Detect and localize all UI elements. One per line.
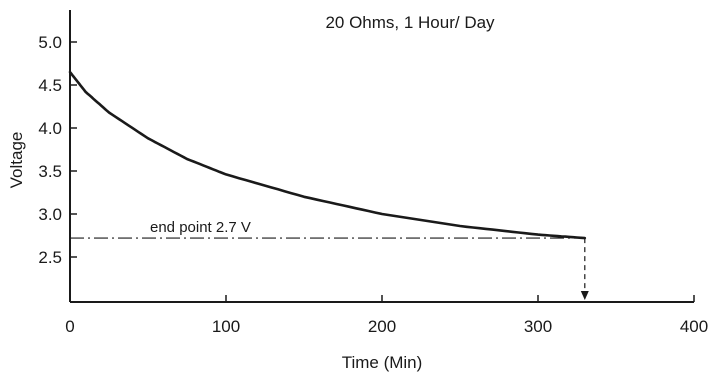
x-tick-label: 300: [524, 317, 552, 336]
y-axis-label: Voltage: [7, 132, 26, 189]
y-tick-label: 4.5: [38, 76, 62, 95]
y-tick-label: 5.0: [38, 33, 62, 52]
y-tick-label: 2.5: [38, 248, 62, 267]
x-tick-label: 400: [680, 317, 708, 336]
x-tick-label: 100: [212, 317, 240, 336]
chart-title: 20 Ohms, 1 Hour/ Day: [325, 13, 495, 32]
axes: [69, 10, 694, 303]
arrow-head: [580, 291, 589, 300]
y-tick-label: 3.5: [38, 162, 62, 181]
x-tick-label: 200: [368, 317, 396, 336]
voltage-curve: [68, 70, 587, 240]
series: [68, 70, 587, 240]
y-tick-label: 3.0: [38, 205, 62, 224]
ticks: 0 100 200 300 400 2.5 3.0 3.5 4.0 4.5 5.0: [38, 33, 708, 336]
y-tick-label: 4.0: [38, 119, 62, 138]
x-axis-label: Time (Min): [342, 353, 423, 372]
x-tick-label: 0: [65, 317, 74, 336]
annotations: end point 2.7 V: [70, 219, 589, 300]
end-point-label: end point 2.7 V: [150, 219, 251, 236]
